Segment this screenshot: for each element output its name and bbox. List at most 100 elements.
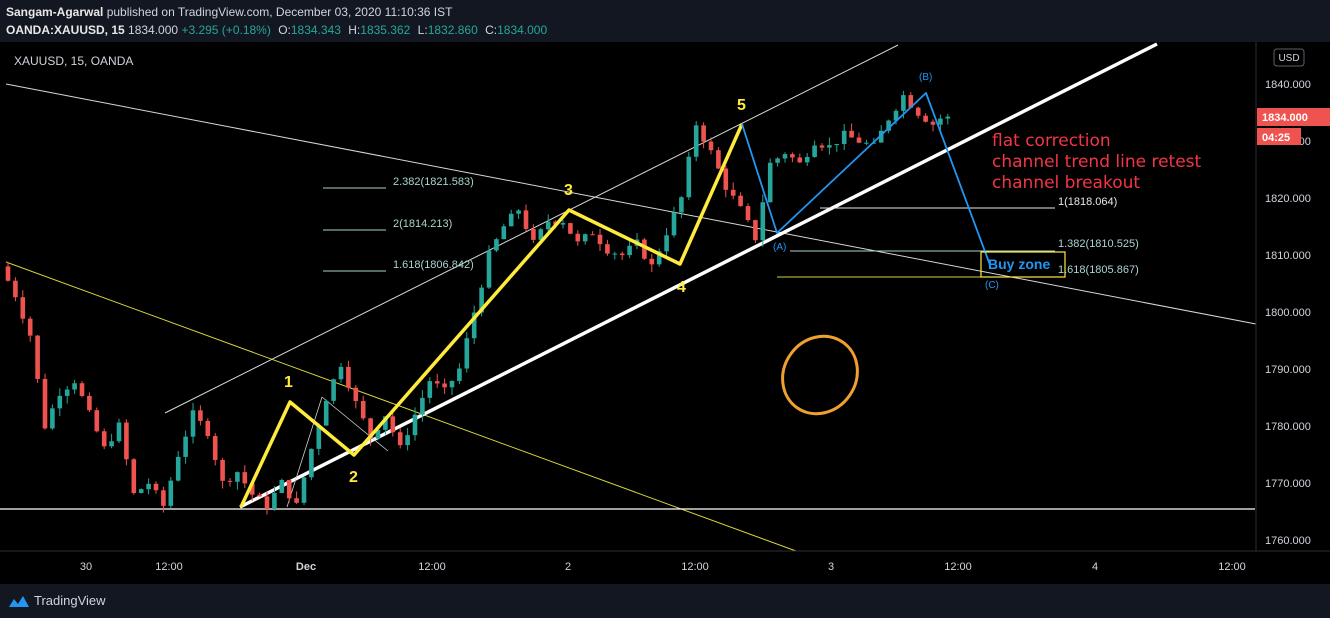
fib-left-label-2: 1.618(1806.842) [393, 259, 474, 271]
footer-bar: TradingView [0, 584, 1330, 618]
annotation-line-1: flat correction [992, 131, 1111, 151]
candle-body [138, 489, 144, 494]
x-tick-1: 12:00 [155, 561, 183, 573]
abc-correction-path[interactable] [741, 92, 991, 266]
symbol-full[interactable]: OANDA:XAUUSD, 15 [6, 23, 125, 37]
x-tick-0: 30 [80, 561, 92, 573]
currency-badge[interactable] [1273, 48, 1305, 67]
close-label: C: [485, 23, 498, 37]
candle-body [930, 121, 936, 125]
candle-body [360, 401, 366, 419]
y-tick-8: 1760.000 [1265, 535, 1311, 547]
candle-body [642, 239, 647, 259]
elliott-wave-path[interactable] [239, 123, 744, 508]
candle-body [819, 145, 825, 148]
tradingview-logo-icon[interactable] [8, 593, 30, 609]
descending-trendline[interactable] [5, 83, 1257, 325]
candle-body [619, 253, 625, 256]
fib-right-group: 1(1818.064) 1.382(1810.525) 1.618(1805.8… [777, 196, 1139, 278]
highlight-ellipse[interactable] [768, 322, 873, 429]
price-chart[interactable]: 2.382(1821.583) 2(1814.213) 1.618(1806.8… [0, 42, 1330, 584]
candle-body [390, 416, 396, 433]
wave-label-2: 2 [349, 469, 358, 486]
fib-left-label-0: 2.382(1821.583) [393, 176, 474, 188]
candle-body [442, 383, 447, 388]
candle-body [782, 154, 788, 159]
published-text: published on TradingView.com, December 0… [106, 5, 453, 19]
buy-zone-box[interactable] [980, 251, 1066, 278]
candle-body [730, 189, 736, 196]
x-tick-7: 12:00 [944, 561, 972, 573]
candle-body [242, 472, 248, 484]
candle-body [212, 436, 218, 460]
candle-body [464, 338, 470, 369]
candle-body [375, 429, 381, 439]
abc-label-c: (C) [985, 280, 999, 291]
candle-body [656, 251, 662, 265]
candle-body [101, 431, 107, 447]
candle-body [5, 266, 11, 281]
candle-body [20, 297, 26, 319]
candle-body [190, 410, 196, 437]
candle-body [745, 206, 751, 221]
fib-right-label-0: 1(1818.064) [1058, 196, 1117, 208]
annotation-line-2: channel trend line retest [992, 152, 1202, 172]
fib-right-label-2: 1.618(1805.867) [1058, 264, 1139, 276]
candle-body [686, 156, 692, 198]
candle-body [804, 156, 810, 163]
candle-body [738, 195, 743, 207]
fib-left-group: 2.382(1821.583) 2(1814.213) 1.618(1806.8… [323, 176, 474, 272]
candle-body [427, 381, 433, 398]
countdown-tag [1257, 128, 1301, 145]
candle-body [671, 212, 677, 236]
candle-body [812, 145, 817, 157]
candle-body [183, 436, 188, 457]
x-tick-6: 3 [828, 561, 834, 573]
buy-zone-label: Buy zone [988, 256, 1050, 272]
candle-body [516, 210, 521, 214]
candle-body [901, 95, 906, 111]
candle-body [841, 130, 847, 145]
candle-body [827, 145, 832, 148]
candle-body [168, 480, 174, 506]
candlestick-series [5, 90, 951, 515]
candle-body [249, 483, 255, 495]
candle-body [434, 381, 440, 384]
candle-body [198, 410, 203, 421]
candle-body [227, 480, 233, 482]
candle-body [864, 142, 869, 144]
candle-body [309, 448, 314, 478]
candle-body [257, 494, 262, 497]
candle-body [449, 380, 455, 388]
candle-body [57, 395, 63, 409]
candle-body [153, 483, 159, 491]
candle-body [834, 144, 840, 146]
wave-label-5: 5 [737, 97, 746, 114]
close-value: 1834.000 [497, 23, 548, 37]
wave-label-4: 4 [677, 279, 686, 296]
candle-body [94, 410, 100, 432]
candle-body [146, 483, 151, 490]
candle-body [878, 130, 884, 143]
tradingview-brand[interactable]: TradingView [34, 593, 106, 608]
candle-body [79, 383, 85, 396]
yellow-downtrend-line[interactable] [5, 261, 797, 552]
candle-body [701, 125, 706, 142]
candle-body [849, 130, 854, 138]
candle-body [286, 479, 292, 499]
x-tick-3: 12:00 [418, 561, 446, 573]
y-tick-2: 1820.000 [1265, 193, 1311, 205]
candle-body [582, 234, 588, 242]
candle-body [575, 233, 581, 242]
publisher-name[interactable]: Sangam-Agarwal [6, 5, 104, 19]
wave-label-3: 3 [564, 182, 573, 199]
candle-body [220, 459, 225, 481]
candle-body [294, 498, 299, 503]
candle-body [405, 435, 410, 446]
candle-body [397, 432, 403, 446]
candle-body [708, 141, 714, 151]
candle-body [923, 115, 928, 122]
candle-body [590, 234, 595, 236]
candle-body [664, 235, 669, 252]
chart-background [0, 42, 1330, 584]
